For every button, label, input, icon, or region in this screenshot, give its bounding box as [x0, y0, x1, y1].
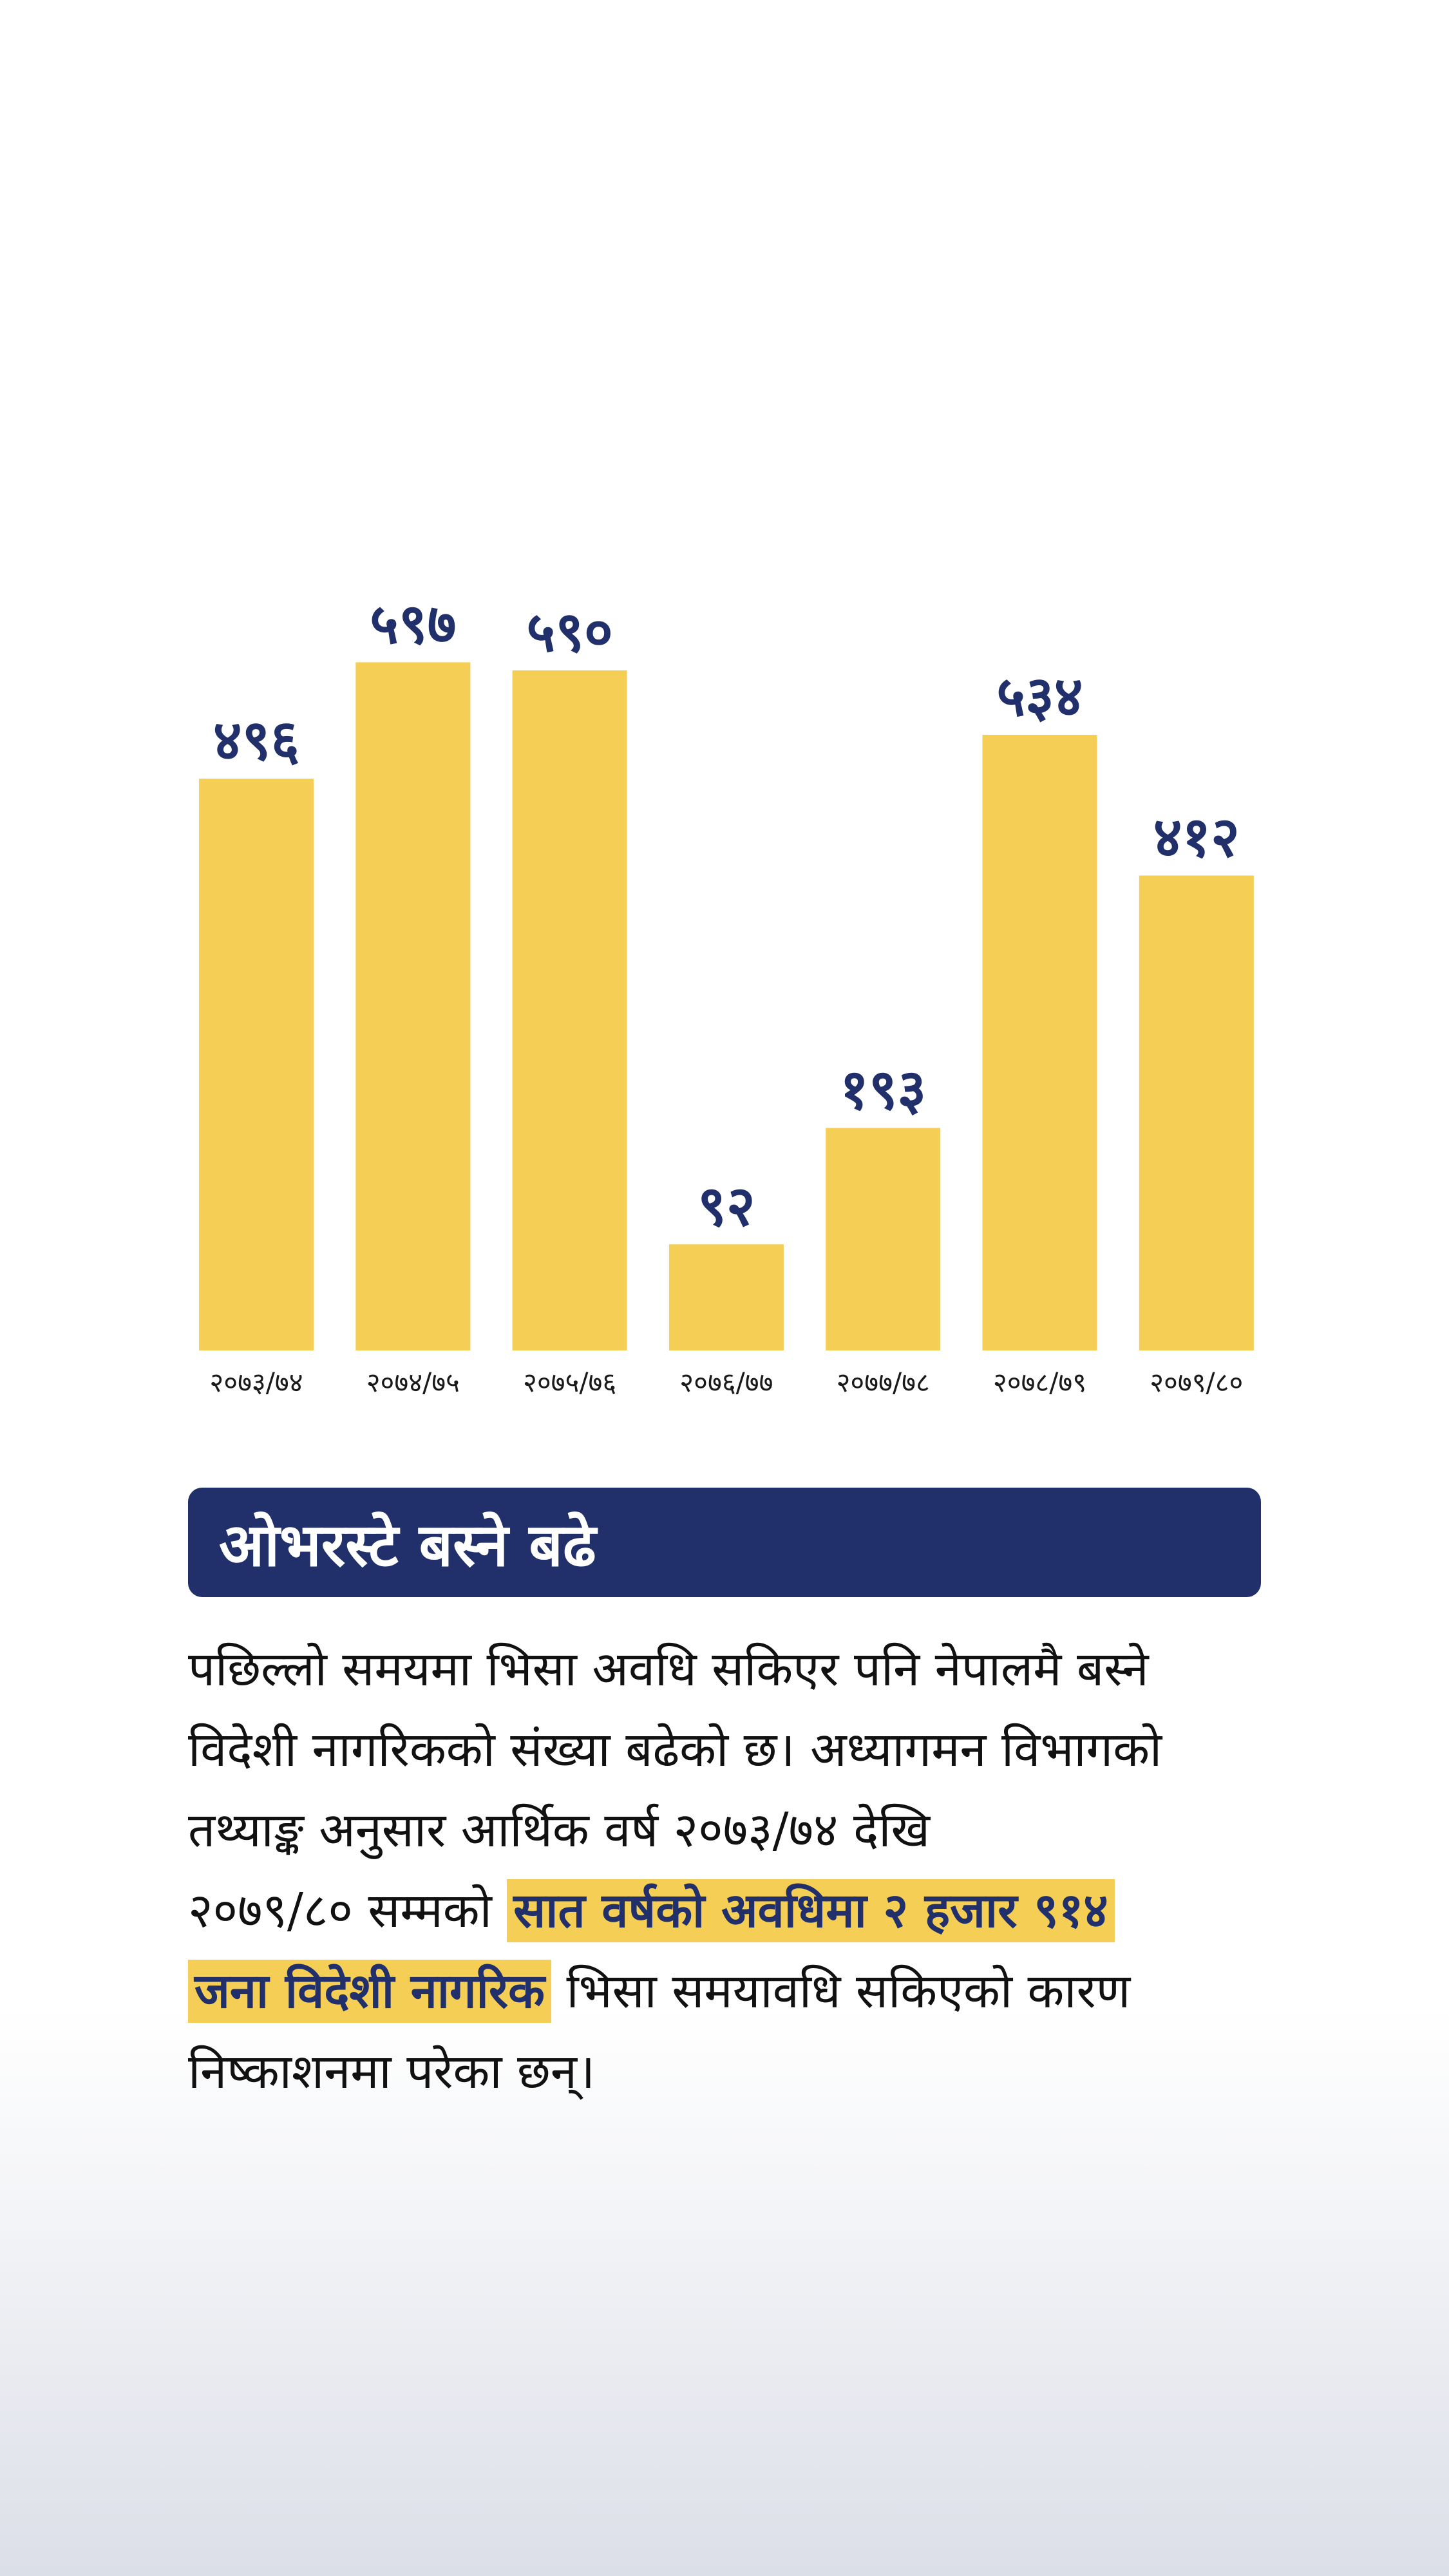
headline-text: ओभरस्टे बस्ने बढे [219, 1510, 596, 1580]
bar-value-label-2: ५९० [527, 600, 613, 665]
bar-0 [199, 779, 314, 1350]
bar-value-label-5: ५३४ [996, 665, 1083, 729]
bar-value-label-4: १९३ [840, 1058, 926, 1122]
bar-6 [1139, 875, 1254, 1350]
bar-4 [826, 1128, 941, 1350]
bar-5 [982, 735, 1097, 1350]
body-line-3: तथ्याङ्क अनुसार आर्थिक वर्ष २०७३/७४ देखि [188, 1803, 930, 1858]
category-label-6: २०७९/८० [1150, 1367, 1243, 1398]
body-line-4-text: २०७९/८० सम्मको [188, 1883, 507, 1938]
body-line-2: विदेशी नागरिकको संख्या बढेको छ। अध्यागमन… [188, 1722, 1162, 1777]
body-paragraph: पछिल्लो समयमा भिसा अवधि सकिएर पनि नेपालम… [188, 1629, 1283, 2112]
category-label-0: २०७३/७४ [209, 1367, 303, 1398]
bar-value-label-0: ४९६ [213, 708, 299, 773]
category-label-2: २०७५/७६ [523, 1367, 616, 1398]
headline-banner: ओभरस्टे बस्ने बढे [188, 1488, 1261, 1597]
category-label-1: २०७४/७५ [366, 1367, 460, 1398]
body-line-6: निष्काशनमा परेका छन्। [188, 2044, 596, 2099]
bar-chart: ४९६ २०७३/७४ ५९७ २०७४/७५ ५९० २०७५/७६ ९२ २०७६/७७ १… [199, 592, 1254, 1398]
body-line-5-text: भिसा समयावधि सकिएको कारण [551, 1964, 1131, 2019]
bar-2 [512, 670, 627, 1350]
body-line-1: पछिल्लो समयमा भिसा अवधि सकिएर पनि नेपालम… [188, 1642, 1149, 1697]
bar-3 [668, 1244, 784, 1350]
highlight-foreign-nationals: जना विदेशी नागरिक [188, 1960, 551, 2023]
body-line-5: जना विदेशी नागरिक भिसा समयावधि सकिएको का… [188, 1951, 1283, 2032]
category-label-4: २०७७/७८ [837, 1367, 930, 1398]
bar-value-label-1: ५९७ [370, 592, 456, 656]
category-label-5: २०७८/७९ [993, 1367, 1086, 1398]
category-label-3: २०७६/७७ [679, 1367, 773, 1398]
bar-value-label-3: ९२ [697, 1174, 755, 1238]
bar-value-label-6: ४१२ [1153, 806, 1240, 870]
body-line-4: २०७९/८० सम्मको सात वर्षको अवधिमा २ हजार … [188, 1871, 1283, 1951]
highlight-period-count: सात वर्षको अवधिमा २ हजार ९१४ [507, 1879, 1115, 1942]
bar-1 [355, 662, 471, 1350]
